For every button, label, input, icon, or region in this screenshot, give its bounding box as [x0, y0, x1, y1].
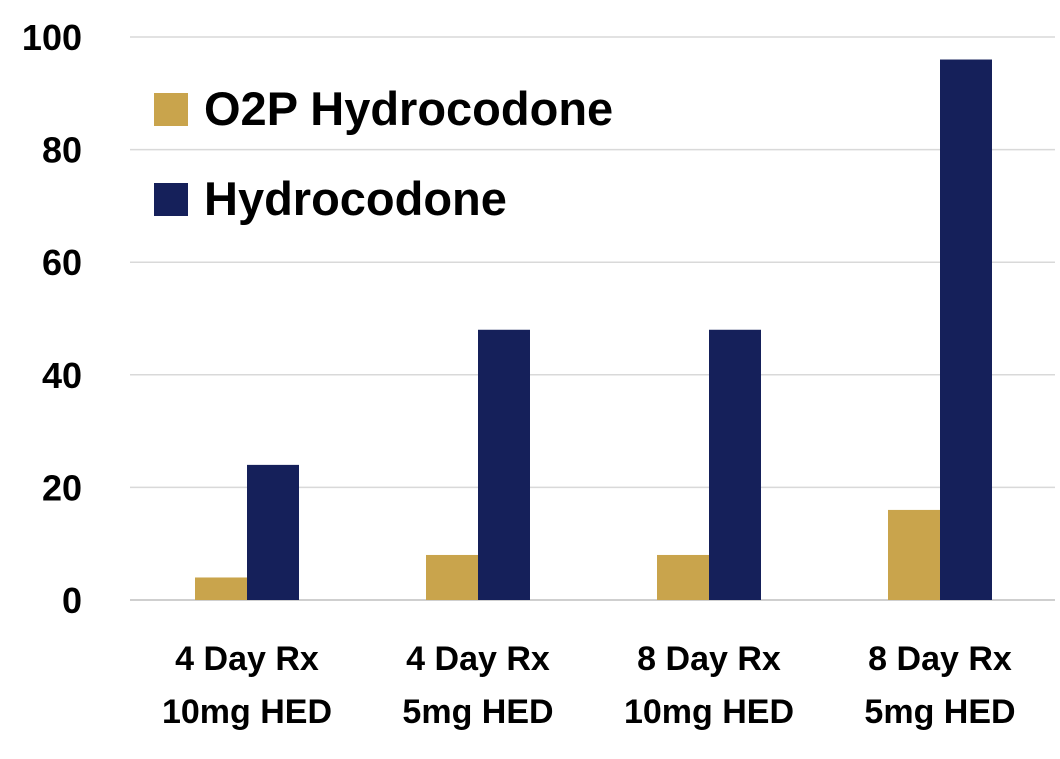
y-tick-label: 0 [62, 580, 82, 621]
legend: O2P Hydrocodone Hydrocodone [154, 82, 613, 225]
y-axis-ticks: 0 20 40 60 80 100 [22, 17, 82, 621]
x-tick-label: 4 Day Rx [175, 640, 319, 678]
y-tick-label: 20 [42, 467, 82, 508]
bar-o2p-hydrocodone [657, 554, 709, 600]
legend-swatch [154, 93, 188, 126]
bar-o2p-hydrocodone [888, 509, 940, 600]
bar-o2p-hydrocodone [195, 577, 247, 600]
legend-swatch [154, 183, 188, 216]
bar-hydrocodone [478, 329, 530, 600]
x-tick-label: 10mg HED [162, 693, 332, 731]
y-tick-label: 40 [42, 355, 82, 396]
y-tick-label: 60 [42, 242, 82, 283]
bar-hydrocodone [709, 329, 761, 600]
bar-hydrocodone [247, 464, 299, 600]
bars [195, 59, 992, 600]
y-tick-label: 80 [42, 130, 82, 171]
bar-hydrocodone [940, 59, 992, 600]
x-tick-label: 8 Day Rx [868, 640, 1012, 678]
x-tick-label: 10mg HED [624, 693, 794, 731]
x-tick-label: 4 Day Rx [406, 640, 550, 678]
x-tick-label: 5mg HED [402, 693, 553, 731]
legend-label: O2P Hydrocodone [204, 82, 613, 135]
legend-label: Hydrocodone [204, 172, 507, 225]
y-tick-label: 100 [22, 17, 82, 58]
x-tick-label: 5mg HED [864, 693, 1015, 731]
x-axis-ticks: 4 Day Rx 10mg HED 4 Day Rx 5mg HED 8 Day Rx 1… [162, 640, 1016, 731]
bar-o2p-hydrocodone [426, 554, 478, 600]
x-tick-label: 8 Day Rx [637, 640, 781, 678]
